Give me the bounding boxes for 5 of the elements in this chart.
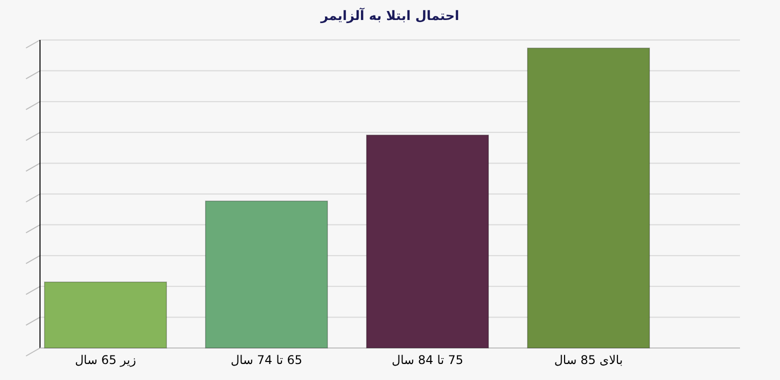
x-tick-label: 75 تا 84 سال — [392, 353, 464, 367]
x-tick-label: بالای 85 سال — [554, 353, 623, 367]
x-tick-label: زیر 65 سال — [74, 353, 136, 367]
x-tick-label: 65 تا 74 سال — [230, 353, 302, 367]
chart-title: احتمال ابتلا به آلزایمر — [320, 7, 460, 24]
